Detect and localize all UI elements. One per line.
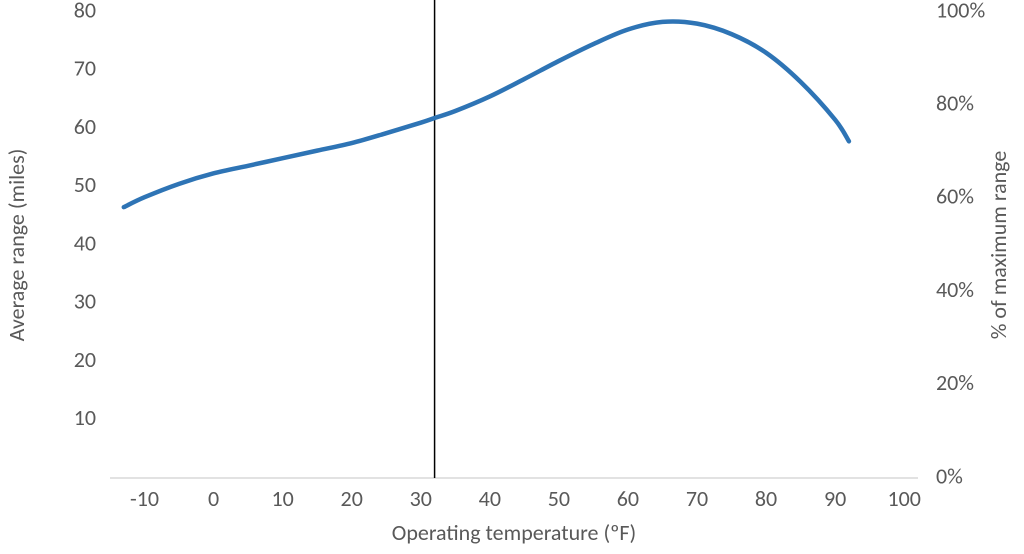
x-tick-label: 50 bbox=[548, 485, 570, 512]
x-tick-label: 0 bbox=[208, 485, 219, 512]
y-left-tick-label: 50 bbox=[74, 171, 96, 198]
y-left-tick-label: 40 bbox=[74, 229, 96, 256]
y-left-tick-label: 80 bbox=[74, 0, 96, 23]
y-right-tick-label: 40% bbox=[936, 276, 974, 303]
x-tick-label: 30 bbox=[410, 485, 432, 512]
chart-svg: 10 20 30 40 50 60 70 80 0% 20% 40% 60% 80% 100% -10 0 10… bbox=[0, 0, 1024, 554]
y-left-tick-label: 70 bbox=[74, 55, 96, 82]
x-tick-label: 10 bbox=[271, 485, 293, 512]
x-tick-label: 70 bbox=[686, 485, 708, 512]
x-tick-label: 80 bbox=[755, 485, 777, 512]
y-left-tick-label: 10 bbox=[74, 404, 96, 431]
y-right-axis-title: % of maximum range bbox=[985, 151, 1012, 340]
x-tick-label: 20 bbox=[341, 485, 363, 512]
y-right-tick-label: 60% bbox=[936, 183, 974, 210]
x-tick-label: -10 bbox=[130, 485, 159, 512]
y-right-tick-label: 80% bbox=[936, 89, 974, 116]
y-right-tick-label: 20% bbox=[936, 369, 974, 396]
y-left-tick-label: 60 bbox=[74, 113, 96, 140]
y-right-tick-label: 0% bbox=[936, 462, 963, 489]
range-vs-temperature-chart: 10 20 30 40 50 60 70 80 0% 20% 40% 60% 80% 100% -10 0 10… bbox=[0, 0, 1024, 554]
x-axis-title: Operating temperature (ºF) bbox=[392, 519, 636, 546]
x-tick-label: 40 bbox=[479, 485, 501, 512]
x-tick-label: 100 bbox=[887, 485, 920, 512]
x-tick-label: 60 bbox=[617, 485, 639, 512]
y-left-axis-title: Average range (miles) bbox=[3, 149, 30, 342]
y-left-tick-label: 30 bbox=[74, 288, 96, 315]
y-left-tick-label: 20 bbox=[74, 346, 96, 373]
x-tick-label: 90 bbox=[824, 485, 846, 512]
y-right-tick-label: 100% bbox=[936, 0, 985, 23]
